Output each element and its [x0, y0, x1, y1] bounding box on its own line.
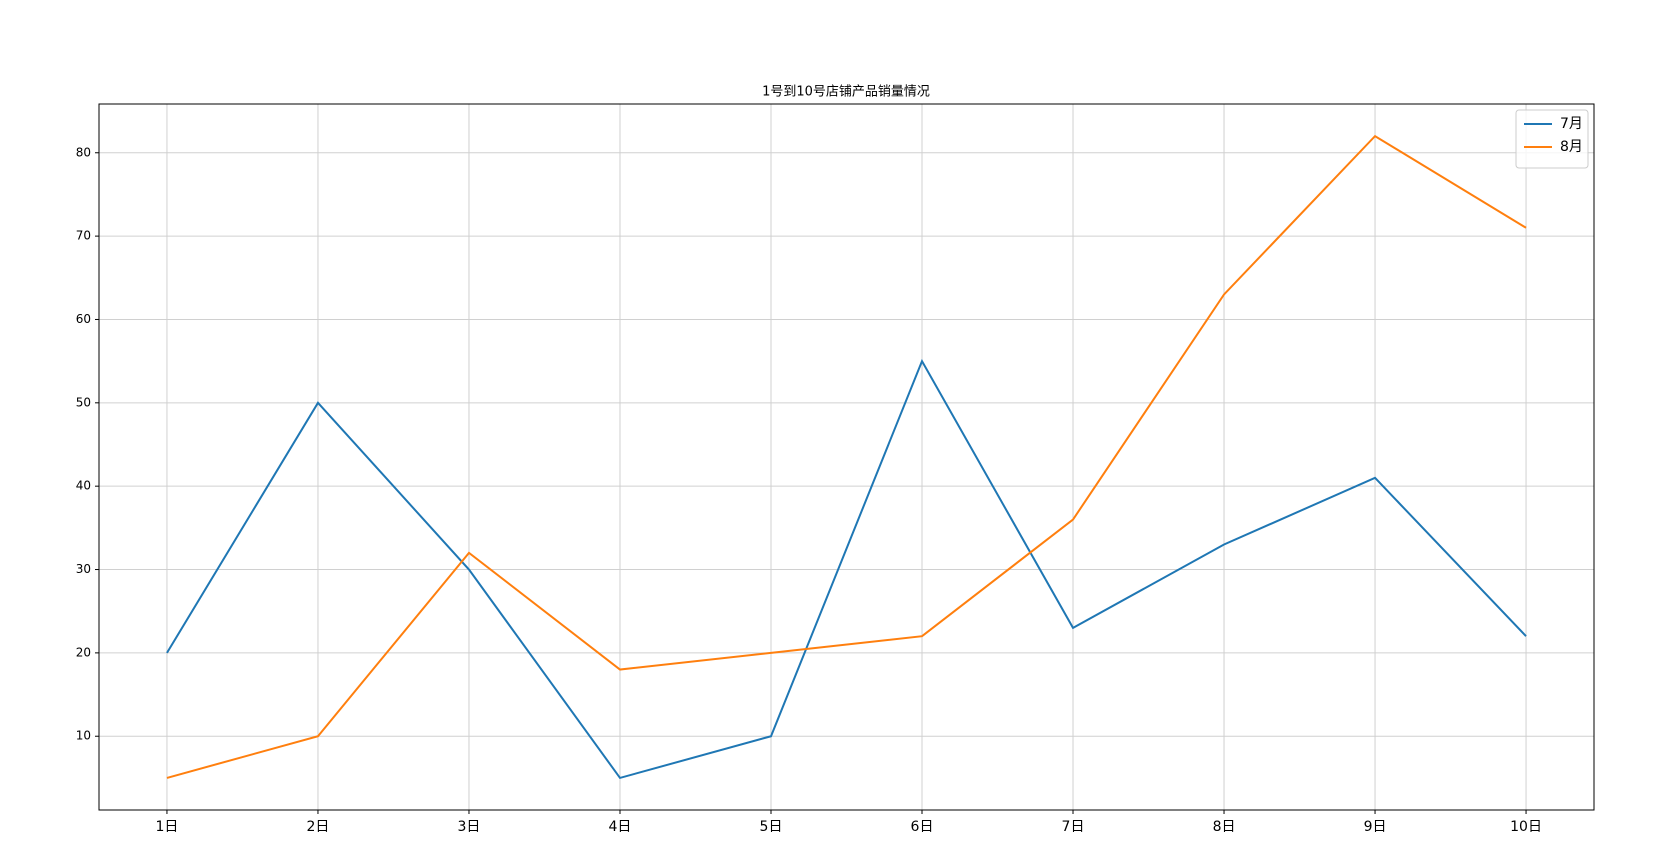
x-tick-label: 8日	[1213, 819, 1236, 835]
y-tick-label: 20	[76, 645, 91, 659]
y-tick-label: 40	[76, 479, 91, 493]
y-tick-label: 70	[76, 229, 91, 243]
y-tick-label: 60	[76, 312, 91, 326]
line	[166, 358, 1527, 780]
x-tick-label: 4日	[609, 819, 632, 835]
x-tick-label: 2日	[307, 819, 330, 835]
x-tick-label: 1日	[155, 819, 178, 835]
legend-label: 8月	[1560, 139, 1583, 155]
x-tick-label: 5日	[760, 819, 783, 835]
x-tick-label: 10日	[1510, 819, 1542, 835]
legend-label: 7月	[1560, 116, 1583, 132]
x-tick-label: 3日	[458, 819, 481, 835]
y-tick-label: 10	[76, 729, 91, 743]
x-tick-label: 6日	[911, 819, 934, 835]
y-tick-label: 50	[76, 395, 91, 409]
x-tick-label: 9日	[1364, 819, 1387, 835]
chart-title: 1号到10号店铺产品销量情况	[762, 85, 930, 100]
line	[166, 134, 1527, 779]
y-tick-label: 30	[76, 562, 91, 576]
x-tick-label: 7日	[1062, 819, 1085, 835]
y-tick-label: 80	[76, 145, 91, 159]
plot-frame	[98, 103, 1595, 811]
